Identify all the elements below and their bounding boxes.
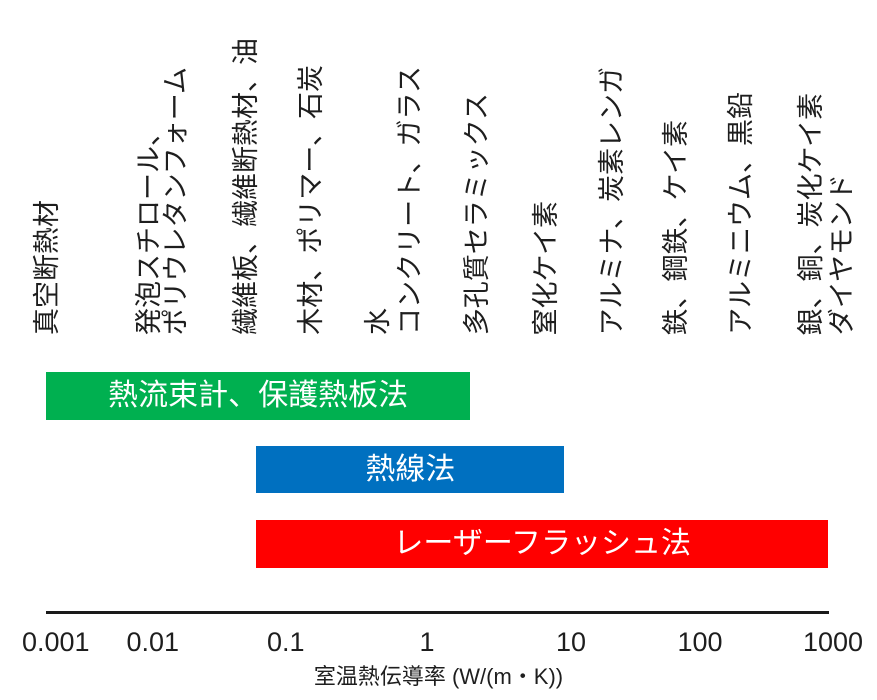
bar-label: 熱流束計、保護熱板法 bbox=[108, 378, 409, 413]
material-label: 鉄、鋼鉄、ケイ素 bbox=[661, 119, 692, 335]
range-bar-hot-wire: 熱線法 bbox=[256, 446, 565, 493]
x-tick-label: 0.01 bbox=[126, 627, 180, 657]
x-tick-label: 0.1 bbox=[267, 627, 305, 657]
material-label: 銀、銅、炭化ケイ素 bbox=[796, 92, 827, 335]
material-label: 多孔質セラミックス bbox=[462, 92, 493, 335]
range-bar-heat-flow-meter-guarded-hot-plate: 熱流束計、保護熱板法 bbox=[46, 372, 471, 420]
x-tick-label: 100 bbox=[677, 627, 723, 657]
range-bar-laser-flash: レーザーフラッシュ法 bbox=[256, 520, 828, 568]
material-label: ダイヤモンド bbox=[827, 173, 858, 335]
x-tick-label: 10 bbox=[556, 627, 587, 657]
material-label: アルミニウム、黒鉛 bbox=[726, 92, 757, 335]
material-label: 水 bbox=[363, 308, 394, 335]
material-label: アルミナ、炭素レンガ bbox=[597, 66, 628, 335]
material-label: 木材、ポリマー、石炭 bbox=[296, 65, 327, 335]
bar-label: 熱線法 bbox=[365, 451, 456, 487]
bar-label: レーザーフラッシュ法 bbox=[393, 526, 692, 561]
material-label: コンクリート、ガラス bbox=[395, 66, 426, 335]
material-label: 発泡スチロール、 bbox=[134, 119, 165, 335]
x-tick-label: 0.001 bbox=[22, 627, 90, 657]
x-axis-title: 室温熱伝導率 (W/(m・K)) bbox=[313, 664, 564, 689]
material-label: ポリウレタンフォーム bbox=[161, 66, 192, 335]
x-tick-label: 1 bbox=[419, 627, 435, 657]
material-label: 繊維板、繊維断熱材、油 bbox=[231, 38, 262, 335]
material-label: 窒化ケイ素 bbox=[531, 200, 562, 335]
x-tick-label: 1000 bbox=[803, 627, 864, 657]
material-label: 真空断熱材 bbox=[32, 200, 63, 335]
x-axis-line bbox=[46, 611, 829, 614]
